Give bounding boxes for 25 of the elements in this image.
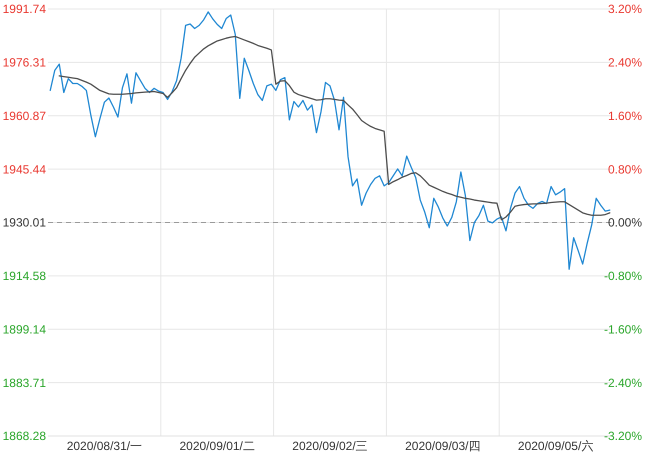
y2-tick-label: -1.60% <box>604 322 642 336</box>
y-tick-label: 1914.58 <box>2 269 46 284</box>
y-tick-label: 1945.44 <box>2 162 46 176</box>
y-tick-label: 1991.74 <box>2 2 46 16</box>
y2-tick-label: -2.40% <box>604 376 642 390</box>
y2-tick-label: 3.20% <box>608 2 642 16</box>
y2-tick-label: -3.20% <box>604 429 642 444</box>
x-tick-label: 2020/09/05/六 <box>518 439 594 453</box>
line-series <box>50 11 610 270</box>
y2-tick-label: 1.60% <box>608 108 642 123</box>
y-tick-label: 1883.71 <box>2 376 46 390</box>
x-tick-label: 2020/09/02/三 <box>292 439 368 453</box>
y2-tick-label: 0.00% <box>608 216 642 230</box>
y-tick-label: 1960.87 <box>2 108 46 123</box>
y-tick-label: 1930.01 <box>2 216 46 230</box>
y2-tick-label: -0.80% <box>604 269 642 284</box>
y-tick-label: 1899.14 <box>2 322 46 336</box>
y2-tick-label: 0.80% <box>608 162 642 176</box>
y-tick-label: 1976.31 <box>2 56 46 70</box>
line-series <box>58 36 610 220</box>
x-tick-label: 2020/09/03/四 <box>405 439 481 453</box>
y2-tick-label: 2.40% <box>608 56 642 70</box>
y-tick-label: 1868.28 <box>2 429 46 444</box>
x-tick-label: 2020/08/31/一 <box>66 439 142 453</box>
x-tick-label: 2020/09/01/二 <box>179 439 255 453</box>
